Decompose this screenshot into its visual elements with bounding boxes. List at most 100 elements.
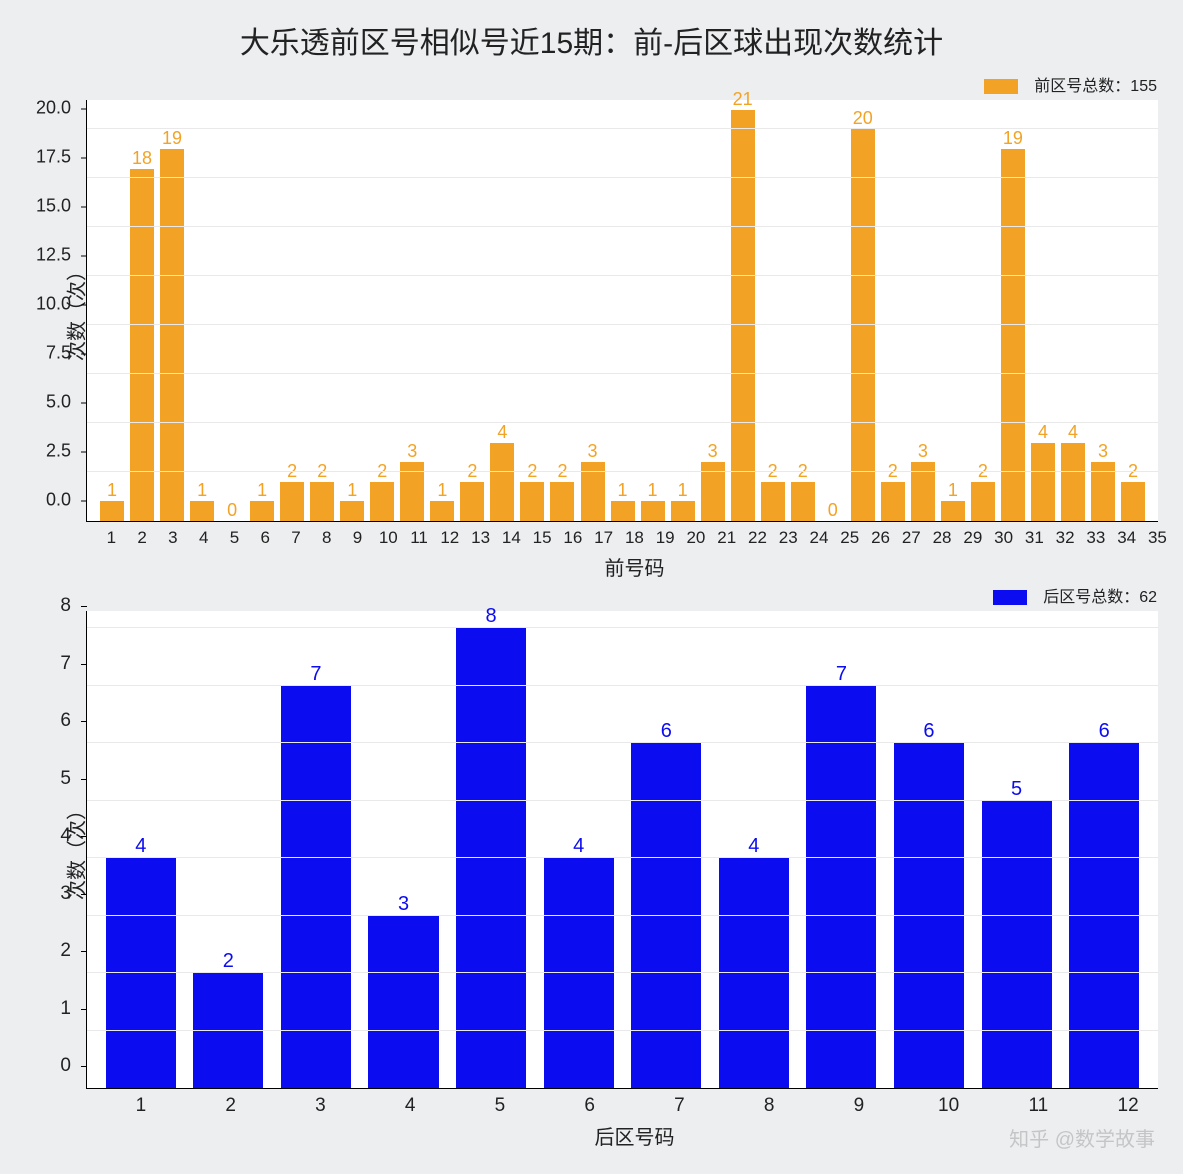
xtick: 4 (188, 528, 219, 548)
xtick: 3 (158, 528, 189, 548)
bar: 2 (193, 973, 263, 1088)
chart1-legend-label: 前区号总数：155 (1034, 78, 1157, 95)
bar-slot: 1 (427, 100, 457, 521)
ytick: 5.0 (46, 392, 87, 413)
bar: 4 (1031, 443, 1055, 521)
bar-slot: 8 (447, 611, 535, 1088)
bar-slot: 2 (878, 100, 908, 521)
xtick: 5 (219, 528, 250, 548)
ytick: 5 (60, 768, 87, 790)
bar-value-label: 0 (227, 500, 237, 521)
xtick: 32 (1050, 528, 1081, 548)
bar-slot: 6 (885, 611, 973, 1088)
xtick: 19 (650, 528, 681, 548)
bar-value-label: 4 (1038, 422, 1048, 443)
bar-slot: 2 (788, 100, 818, 521)
xtick: 21 (711, 528, 742, 548)
bar: 2 (460, 482, 484, 521)
xtick: 6 (250, 528, 281, 548)
xtick: 18 (619, 528, 650, 548)
xtick: 1 (96, 1095, 186, 1117)
bar: 1 (100, 501, 124, 521)
ytick: 17.5 (36, 147, 87, 168)
bar: 1 (250, 501, 274, 521)
bar: 19 (160, 149, 184, 521)
bar-value-label: 6 (1099, 720, 1110, 743)
grid-line (87, 324, 1158, 325)
xtick: 28 (927, 528, 958, 548)
xtick: 34 (1111, 528, 1142, 548)
bar-value-label: 6 (661, 720, 672, 743)
bar: 21 (731, 110, 755, 521)
bar: 1 (430, 501, 454, 521)
bar-slot: 6 (622, 611, 710, 1088)
bar-value-label: 1 (257, 480, 267, 501)
bar-value-label: 3 (918, 441, 928, 462)
bar-slot: 1 (668, 100, 698, 521)
xtick: 9 (814, 1095, 904, 1117)
bar-value-label: 1 (437, 480, 447, 501)
bar-value-label: 1 (618, 480, 628, 501)
grid-line (87, 915, 1158, 916)
bar-value-label: 4 (1068, 422, 1078, 443)
bar-value-label: 3 (587, 441, 597, 462)
xtick: 22 (742, 528, 773, 548)
xtick: 13 (465, 528, 496, 548)
bar-slot: 2 (457, 100, 487, 521)
chart1-xlabel: 前号码 (86, 552, 1183, 581)
figure-container: 大乐透前区号相似号近15期：前-后区球出现次数统计 前区号总数：155 次数（次… (0, 0, 1183, 1174)
ytick: 3 (60, 883, 87, 905)
bar-value-label: 21 (733, 89, 753, 110)
bar-slot: 4 (535, 611, 623, 1088)
bar: 2 (280, 482, 304, 521)
bar-value-label: 1 (678, 480, 688, 501)
bar-value-label: 4 (748, 835, 759, 858)
xtick: 35 (1142, 528, 1173, 548)
bar-value-label: 3 (398, 893, 409, 916)
chart1-bars: 1181910122123124223111321220202312194432 (87, 100, 1158, 521)
xtick: 8 (311, 528, 342, 548)
bar-slot: 1 (337, 100, 367, 521)
figure-title: 大乐透前区号相似号近15期：前-后区球出现次数统计 (0, 0, 1183, 62)
bar: 2 (1121, 482, 1145, 521)
bar: 3 (368, 916, 438, 1088)
bar-slot: 4 (710, 611, 798, 1088)
chart2: 次数（次） 427384647656 012345678 12345678910… (86, 611, 1183, 1150)
bar-value-label: 18 (132, 148, 152, 169)
xtick: 11 (994, 1095, 1084, 1117)
bar-value-label: 20 (853, 108, 873, 129)
bar-value-label: 5 (1011, 778, 1022, 801)
bar-slot: 20 (848, 100, 878, 521)
bar-slot: 3 (397, 100, 427, 521)
bar-value-label: 2 (223, 950, 234, 973)
bar-slot: 1 (608, 100, 638, 521)
bar-value-label: 19 (162, 128, 182, 149)
bar-value-label: 1 (948, 480, 958, 501)
bar-value-label: 1 (107, 480, 117, 501)
bar-value-label: 4 (497, 422, 507, 443)
ytick: 20.0 (36, 98, 87, 119)
grid-line (87, 422, 1158, 423)
grid-line (87, 857, 1158, 858)
bar-slot: 2 (367, 100, 397, 521)
chart2-legend: 后区号总数：62 (0, 583, 1183, 607)
bar-slot: 2 (185, 611, 273, 1088)
bar: 6 (894, 743, 964, 1088)
bar: 1 (641, 501, 665, 521)
xtick: 16 (557, 528, 588, 548)
ytick: 6 (60, 710, 87, 732)
bar: 1 (611, 501, 635, 521)
ytick: 4 (60, 825, 87, 847)
xtick: 2 (186, 1095, 276, 1117)
grid-line (87, 800, 1158, 801)
chart1-xticks: 1234567891011121314151617181920212223242… (86, 528, 1183, 548)
xtick: 31 (1019, 528, 1050, 548)
ytick: 0.0 (46, 490, 87, 511)
bar-value-label: 6 (923, 720, 934, 743)
xtick: 10 (373, 528, 404, 548)
bar-slot: 0 (217, 100, 247, 521)
bar-slot: 2 (968, 100, 998, 521)
ytick: 15.0 (36, 196, 87, 217)
bar-slot: 2 (277, 100, 307, 521)
grid-line (87, 177, 1158, 178)
